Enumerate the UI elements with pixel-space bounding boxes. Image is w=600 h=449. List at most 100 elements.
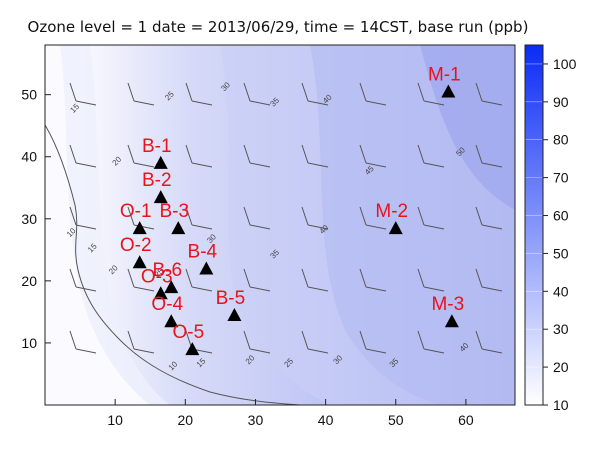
wind-barb bbox=[69, 82, 97, 106]
colorbar-tick-label: 50 bbox=[553, 245, 569, 261]
station-label: M-3 bbox=[431, 294, 464, 315]
x-tick-label: 60 bbox=[458, 412, 474, 428]
x-tick-label: 40 bbox=[318, 412, 334, 428]
wind-barb bbox=[185, 268, 213, 292]
wind-barb-flag bbox=[365, 348, 387, 354]
station-marker bbox=[388, 221, 403, 235]
wind-barb-flag bbox=[191, 286, 213, 292]
wind-barb bbox=[475, 206, 503, 230]
wind-barb-staff bbox=[301, 144, 309, 164]
wind-barb-flag bbox=[423, 286, 445, 292]
wind-barb-flag bbox=[365, 286, 387, 292]
colorbar-tick-label: 90 bbox=[553, 94, 569, 110]
wind-barb-staff bbox=[243, 330, 251, 350]
wind-barb-flag bbox=[249, 100, 271, 106]
wind-barb bbox=[243, 268, 271, 292]
wind-barb bbox=[243, 330, 271, 354]
wind-barb-flag bbox=[307, 224, 329, 230]
station-label: B-5 bbox=[216, 288, 246, 309]
wind-barb-flag bbox=[133, 162, 155, 168]
wind-barb-flag bbox=[249, 348, 271, 354]
x-tick-label: 20 bbox=[178, 412, 194, 428]
station-label: O-4 bbox=[151, 294, 183, 315]
y-tick-label: 10 bbox=[21, 335, 37, 351]
station-label: B-4 bbox=[188, 241, 218, 262]
wind-barb-staff bbox=[127, 330, 135, 350]
station-label: O-3 bbox=[141, 266, 173, 287]
colorbar-fill bbox=[525, 45, 543, 405]
wind-barb-staff bbox=[475, 268, 483, 288]
y-tick-label: 30 bbox=[21, 211, 37, 227]
wind-barb bbox=[301, 330, 329, 354]
wind-barb bbox=[359, 330, 387, 354]
wind-barb-staff bbox=[127, 268, 135, 288]
wind-barb-flag bbox=[481, 348, 503, 354]
wind-barb bbox=[127, 268, 155, 292]
wind-barb-staff bbox=[127, 206, 135, 226]
wind-barb bbox=[185, 144, 213, 168]
wind-barb bbox=[475, 82, 503, 106]
station-marker bbox=[164, 280, 179, 294]
wind-barb-staff bbox=[185, 144, 193, 164]
contour-band-50 bbox=[420, 45, 515, 210]
wind-barb bbox=[69, 144, 97, 168]
y-tick-label: 40 bbox=[21, 149, 37, 165]
wind-barb-staff bbox=[243, 206, 251, 226]
wind-barb bbox=[185, 82, 213, 106]
x-tick-label: 50 bbox=[388, 412, 404, 428]
wind-barb bbox=[359, 268, 387, 292]
wind-barb-flag bbox=[365, 224, 387, 230]
wind-barb-staff bbox=[359, 206, 367, 226]
wind-barb bbox=[243, 144, 271, 168]
station-label: O-2 bbox=[120, 235, 152, 256]
station-label: B-6 bbox=[152, 260, 182, 281]
y-axis: 10 20 30 40 50 bbox=[21, 87, 51, 351]
wind-barb bbox=[127, 82, 155, 106]
wind-barb-flag bbox=[133, 100, 155, 106]
wind-barb-staff bbox=[301, 268, 309, 288]
station-marker bbox=[153, 155, 168, 169]
wind-barb-staff bbox=[417, 82, 425, 102]
wind-barb-flag bbox=[365, 100, 387, 106]
wind-barb bbox=[417, 206, 445, 230]
wind-barb-flag bbox=[75, 162, 97, 168]
wind-barb-flag bbox=[481, 162, 503, 168]
station-marker bbox=[441, 84, 456, 98]
wind-barb bbox=[243, 206, 271, 230]
colorbar-tick-label: 80 bbox=[553, 132, 569, 148]
station-marker bbox=[199, 261, 214, 275]
wind-barb-staff bbox=[243, 268, 251, 288]
wind-barb-staff bbox=[185, 206, 193, 226]
colorbar-tick-label: 70 bbox=[553, 170, 569, 186]
station-label: O-1 bbox=[120, 201, 152, 222]
wind-barb-staff bbox=[185, 82, 193, 102]
wind-barb-flag bbox=[75, 100, 97, 106]
wind-barb-flag bbox=[307, 286, 329, 292]
wind-barb-staff bbox=[127, 82, 135, 102]
wind-barb-flag bbox=[75, 286, 97, 292]
wind-barb-flag bbox=[365, 162, 387, 168]
colorbar-tick-label: 60 bbox=[553, 208, 569, 224]
wind-barb-staff bbox=[69, 144, 77, 164]
wind-barb bbox=[127, 330, 155, 354]
station-label: B-2 bbox=[142, 170, 172, 191]
station-marker bbox=[132, 221, 147, 235]
wind-barb-staff bbox=[69, 268, 77, 288]
contour-band-10 bbox=[45, 45, 150, 405]
wind-barb-flag bbox=[481, 100, 503, 106]
coastline bbox=[45, 124, 301, 405]
station-label: M-2 bbox=[375, 201, 408, 222]
station-marker bbox=[153, 190, 168, 204]
wind-barb-staff bbox=[301, 82, 309, 102]
wind-barb-staff bbox=[417, 330, 425, 350]
wind-barb bbox=[69, 206, 97, 230]
wind-barb-flag bbox=[307, 162, 329, 168]
wind-barb-flag bbox=[191, 224, 213, 230]
station-label: M-1 bbox=[428, 65, 461, 86]
wind-barb-flag bbox=[423, 162, 445, 168]
wind-barb-flag bbox=[423, 100, 445, 106]
x-axis: 10 20 30 40 50 60 bbox=[107, 399, 474, 428]
wind-barb bbox=[301, 268, 329, 292]
wind-barb-flag bbox=[75, 224, 97, 230]
colorbar-tick-label: 20 bbox=[553, 359, 569, 375]
